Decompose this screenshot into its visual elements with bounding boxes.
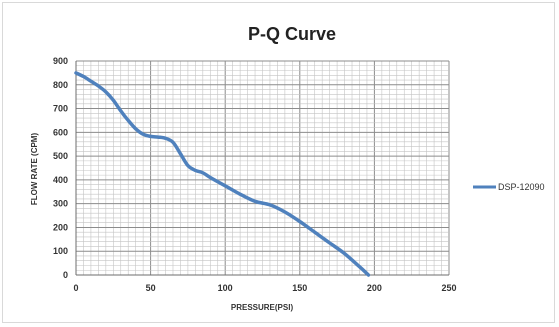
legend-label: DSP-12090 — [498, 182, 545, 192]
chart-area — [2, 2, 555, 323]
y-tick-label: 600 — [53, 127, 68, 137]
chart-title: P-Q Curve — [248, 24, 336, 44]
x-tick-label: 150 — [292, 283, 307, 293]
y-tick-label: 700 — [53, 104, 68, 114]
y-tick-label: 400 — [53, 175, 68, 185]
tick-labels: 0 50 100 150 200 250 0 100 200 300 400 500 600 700 800… — [53, 56, 457, 293]
y-tick-label: 800 — [53, 80, 68, 90]
y-tick-label: 100 — [53, 246, 68, 256]
x-tick-label: 200 — [367, 283, 382, 293]
series-layer — [74, 71, 371, 277]
y-tick-label: 500 — [53, 151, 68, 161]
y-tick-label: 300 — [53, 199, 68, 209]
y-tick-label: 200 — [53, 222, 68, 232]
axes — [75, 61, 449, 276]
x-tick-label: 250 — [441, 283, 456, 293]
series-line-dsp-12090 — [74, 71, 371, 277]
x-tick-label: 50 — [146, 283, 156, 293]
y-tick-label: 900 — [53, 56, 68, 66]
grid — [75, 60, 450, 276]
legend: DSP-12090 — [473, 182, 545, 192]
y-tick-label: 0 — [63, 270, 68, 280]
y-axis-label: FLOW RATE (CPM) — [30, 133, 39, 206]
x-axis-label: PRESSURE(PSI) — [231, 303, 294, 312]
x-tick-label: 0 — [73, 283, 78, 293]
x-tick-label: 100 — [218, 283, 233, 293]
